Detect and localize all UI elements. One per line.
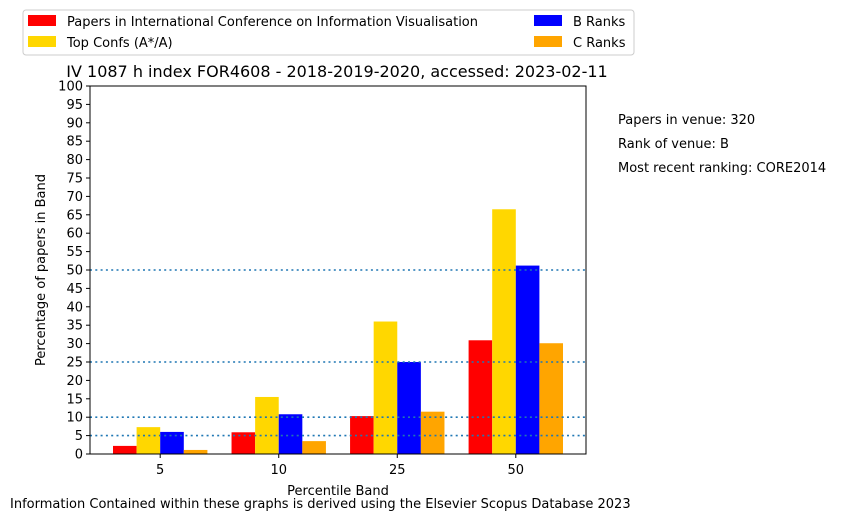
y-tick-label-100: 100 [58, 80, 83, 95]
x-tick-label-25: 25 [389, 463, 406, 478]
legend-label-1: Top Confs (A*/A) [66, 36, 173, 51]
y-axis: 0 5 10 15 20 25 30 35 40 45 50 55 60 65 70 75 80 85 90 95 10… [58, 80, 90, 463]
y-tick-label-15: 15 [66, 392, 83, 407]
y-tick-label-10: 10 [66, 411, 83, 426]
y-tick-label-70: 70 [66, 190, 83, 205]
bar-10-series-1 [255, 396, 279, 454]
legend-frame [22, 9, 635, 56]
bar-25-series-2 [397, 362, 421, 454]
bar-50-series-2 [515, 265, 540, 454]
legend-swatch-0 [28, 15, 56, 26]
x-tick-label-10: 10 [270, 463, 287, 478]
legend-swatch-2 [534, 15, 562, 26]
y-axis-label: Percentage of papers in Band [34, 174, 49, 366]
bar-50-series-3 [539, 343, 563, 454]
y-tick-label-85: 85 [66, 135, 83, 150]
y-tick-label-90: 90 [66, 116, 83, 131]
bar-10-series-3 [302, 441, 326, 454]
footer-source-note: Information Contained within these graph… [10, 497, 631, 512]
y-tick-label-80: 80 [66, 153, 83, 168]
plot-frame [89, 85, 587, 455]
bar-50-series-0 [468, 340, 493, 454]
legend-label-2: B Ranks [573, 15, 626, 30]
bar-5-series-1 [136, 427, 161, 454]
legend-label-3: C Ranks [573, 36, 626, 51]
y-tick-label-35: 35 [66, 319, 83, 334]
y-tick-label-55: 55 [66, 245, 83, 260]
annotation-rank-of-venue: Rank of venue: B [618, 137, 729, 152]
annotation-papers-in-venue: Papers in venue: 320 [618, 113, 755, 128]
y-tick-label-65: 65 [66, 208, 83, 223]
y-tick-label-25: 25 [66, 356, 83, 371]
y-tick-label-40: 40 [66, 300, 83, 315]
bar-10-series-0 [231, 432, 256, 454]
bar-5-series-0 [113, 445, 137, 454]
bar-5-series-3 [183, 449, 208, 454]
y-tick-label-50: 50 [66, 264, 83, 279]
legend-swatch-3 [534, 36, 562, 47]
legend-label-0: Papers in International Conference on In… [67, 15, 478, 30]
y-tick-label-20: 20 [66, 374, 83, 389]
x-axis: 5 10 25 50 [156, 454, 524, 478]
y-tick-label-60: 60 [66, 227, 83, 242]
chart-title: IV 1087 h index FOR4608 - 2018-2019-2020… [66, 62, 607, 81]
bar-5-series-2 [160, 431, 184, 454]
y-tick-label-5: 5 [75, 429, 83, 444]
x-tick-label-5: 5 [156, 463, 164, 478]
y-tick-label-30: 30 [66, 337, 83, 352]
x-axis-label: Percentile Band [287, 484, 389, 499]
y-tick-label-95: 95 [66, 98, 83, 113]
y-tick-label-0: 0 [75, 448, 83, 463]
legend-swatch-1 [28, 36, 56, 47]
bar-25-series-3 [420, 411, 445, 454]
x-tick-label-50: 50 [508, 463, 525, 478]
bar-10-series-2 [278, 414, 303, 454]
annotation-recent-ranking: Most recent ranking: CORE2014 [618, 161, 826, 176]
legend: Papers in International Conference on In… [22, 9, 635, 56]
bar-25-series-1 [373, 321, 398, 454]
y-tick-label-45: 45 [66, 282, 83, 297]
y-tick-label-75: 75 [66, 172, 83, 187]
